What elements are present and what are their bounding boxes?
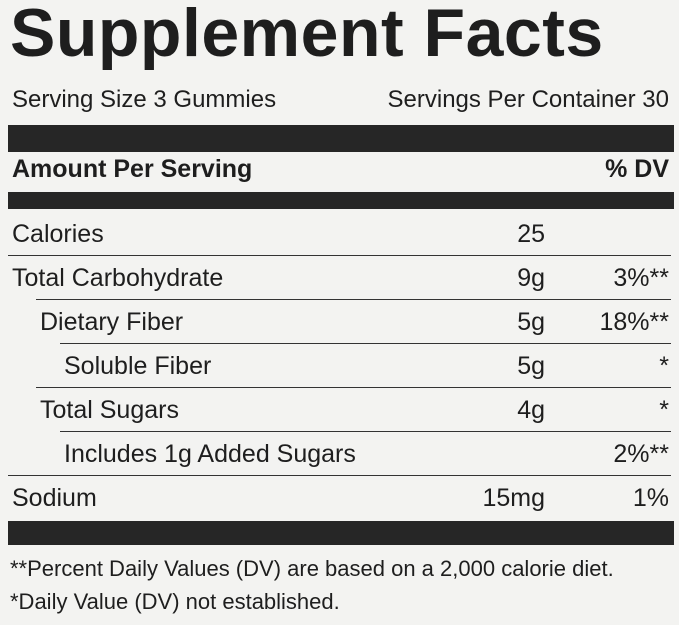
- row-rule: [8, 474, 671, 476]
- nutrient-name: Total Carbohydrate: [12, 264, 224, 292]
- row-rule: [36, 298, 671, 300]
- nutrient-dv: *: [659, 352, 669, 380]
- nutrient-name: Soluble Fiber: [64, 352, 212, 380]
- nutrient-name: Dietary Fiber: [40, 308, 184, 336]
- nutrient-amount: 5g: [517, 308, 545, 336]
- row-rule: [60, 430, 671, 432]
- nutrient-row: Includes 1g Added Sugars 2%**: [0, 432, 679, 476]
- nutrient-row: Total Carbohydrate 9g 3%**: [0, 256, 679, 300]
- nutrient-dv: 2%**: [613, 440, 669, 468]
- thick-bar: [8, 125, 674, 152]
- nutrient-amount: 9g: [517, 264, 545, 292]
- footnote: *Daily Value (DV) not established.: [10, 589, 340, 614]
- nutrient-row: Soluble Fiber 5g *: [0, 344, 679, 388]
- row-rule: [8, 254, 671, 256]
- nutrient-dv: 3%**: [613, 264, 669, 292]
- nutrient-name: Sodium: [12, 484, 97, 512]
- dv-header: % DV: [605, 155, 669, 183]
- nutrient-name: Calories: [12, 220, 104, 248]
- title: Supplement Facts: [10, 0, 604, 71]
- nutrient-row: Dietary Fiber 5g 18%**: [0, 300, 679, 344]
- nutrient-name: Total Sugars: [40, 396, 179, 424]
- nutrient-row: Sodium 15mg 1%: [0, 476, 679, 520]
- thick-bar: [8, 521, 674, 545]
- nutrient-dv: *: [659, 396, 669, 424]
- nutrient-amount: 25: [517, 220, 545, 248]
- row-rule: [36, 386, 671, 388]
- row-rule: [60, 342, 671, 344]
- nutrient-row: Total Sugars 4g *: [0, 388, 679, 432]
- amount-header: Amount Per Serving: [12, 155, 253, 183]
- serving-size: Serving Size 3 Gummies: [12, 86, 277, 113]
- nutrient-amount: 5g: [517, 352, 545, 380]
- nutrient-row: Calories 25: [0, 212, 679, 256]
- nutrient-amount: 4g: [517, 396, 545, 424]
- footnote: **Percent Daily Values (DV) are based on…: [10, 556, 614, 581]
- nutrient-dv: 1%: [632, 484, 669, 512]
- thick-bar: [8, 192, 674, 209]
- nutrient-amount: 15mg: [482, 484, 545, 512]
- servings-per-container: Servings Per Container 30: [387, 86, 669, 113]
- nutrient-dv: 18%**: [599, 308, 670, 336]
- nutrient-name: Includes 1g Added Sugars: [64, 440, 356, 468]
